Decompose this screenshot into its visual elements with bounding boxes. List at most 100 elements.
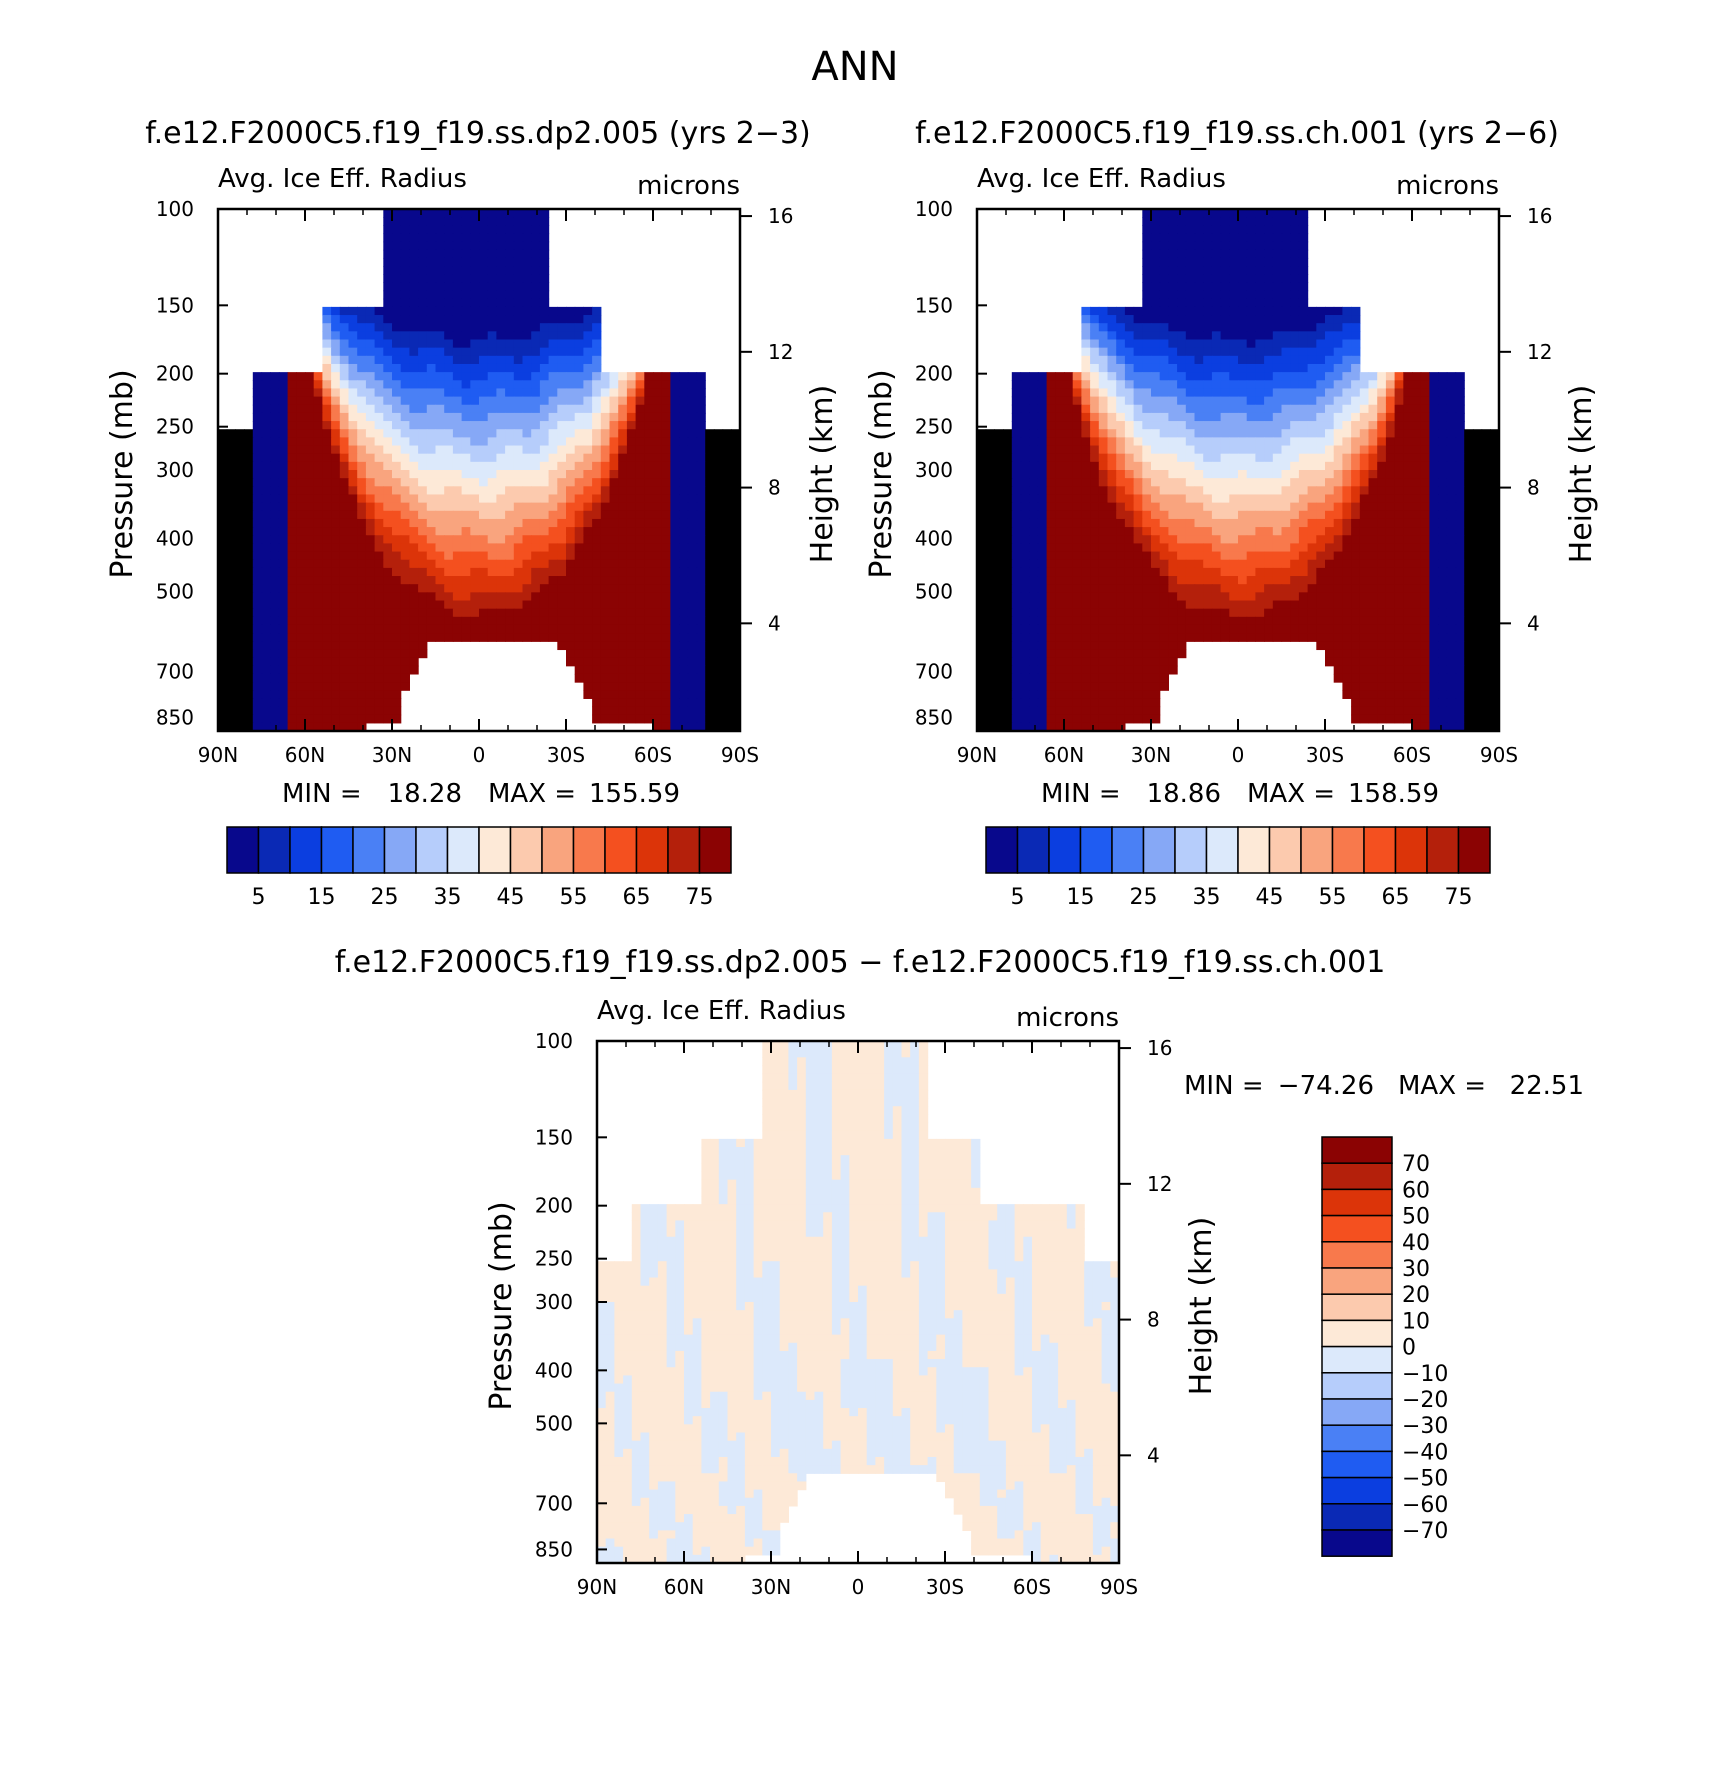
contour-cell [1072,445,1082,455]
contour-cell [705,445,715,455]
contour-cell [218,706,228,716]
contour-cell [1203,584,1213,593]
panel-title: f.e12.F2000C5.f19_f19.ss.dp2.005 (yrs 2−… [145,116,811,151]
contour-cell [496,233,506,243]
contour-cell [1472,527,1483,536]
contour-cell [270,624,280,634]
contour-cell [496,518,506,528]
contour-cell [479,567,489,577]
contour-cell [1377,445,1387,455]
contour-cell [653,633,663,642]
contour-cell [1403,412,1413,422]
contour-cell [1159,576,1169,585]
contour-cell [1116,396,1126,406]
contour-cell [583,429,593,438]
contour-cell [1194,249,1204,259]
contour-cell [1211,241,1222,251]
contour-cell [322,339,332,349]
contour-cell [994,559,1004,569]
contour-cell [731,478,740,487]
contour-cell [479,233,489,243]
contour-cell [1359,551,1370,561]
contour-cell [566,502,576,512]
contour-cell [461,306,471,316]
contour-cell [496,404,506,414]
contour-cell [400,567,410,577]
contour-cell [696,657,706,667]
contour-cell [305,404,315,414]
contour-cell [505,445,515,455]
contour-cell [244,714,254,724]
contour-cell [1272,445,1283,455]
contour-cell [1298,363,1309,373]
contour-cell [461,249,471,259]
contour-cell [1246,576,1256,585]
contour-cell [1412,567,1422,577]
contour-cell [1151,363,1161,373]
contour-cell [1316,543,1326,553]
contour-cell [444,257,454,267]
contour-cell [731,624,740,634]
colorbar-swatch [289,826,323,874]
contour-cell [1290,339,1300,349]
contour-cell [444,217,454,226]
contour-cell [252,690,263,699]
contour-cell [287,649,297,659]
contour-cell [531,241,541,251]
contour-cell [1351,543,1361,553]
contour-cell [1107,306,1117,316]
contour-cell [261,510,271,520]
contour-cell [313,641,323,651]
contour-cell [1359,502,1370,512]
contour-cell [548,502,558,512]
contour-cell [1281,266,1291,275]
contour-cell [653,502,663,512]
contour-cell [383,608,393,618]
contour-cell [687,714,698,724]
contour-cell [635,421,645,430]
contour-cell [1185,437,1196,447]
contour-cell [661,404,671,414]
contour-cell [1264,388,1274,398]
contour-cell [1255,543,1265,553]
contour-cell [566,551,576,561]
contour-cell [348,404,358,414]
contour-cell [296,657,306,667]
contour-cell [1351,559,1361,569]
contour-cell [1055,421,1065,430]
contour-cell [522,437,532,447]
contour-cell [505,478,515,487]
contour-cell [1046,584,1056,593]
contour-cell [600,592,611,602]
contour-cell [357,380,367,390]
pressure-tick-label: 700 [156,659,194,683]
contour-cell [1020,567,1030,577]
contour-cell [261,641,271,651]
contour-cell [1211,510,1222,520]
contour-cell [713,470,724,479]
contour-cell [583,486,593,496]
contour-cell [322,445,332,455]
contour-cell [1107,429,1117,438]
contour-cell [383,323,393,332]
contour-cell [1116,453,1126,463]
contour-cell [1377,453,1387,463]
contour-cell [696,486,706,496]
contour-cell [1124,445,1135,455]
contour-cell [522,347,532,357]
contour-cell [985,502,995,512]
contour-cell [531,535,541,545]
contour-cell [1385,404,1396,414]
contour-cell [557,584,567,593]
contour-cell [722,453,732,463]
contour-cell [452,282,463,292]
contour-cell [653,624,663,634]
contour-cell [1211,388,1222,398]
contour-cell [557,641,567,651]
contour-cell [1333,535,1343,545]
colorbar-label: 15 [308,885,336,910]
contour-cell [644,657,654,667]
contour-cell [452,233,463,243]
contour-cell [400,453,410,463]
contour-cell [339,461,350,471]
